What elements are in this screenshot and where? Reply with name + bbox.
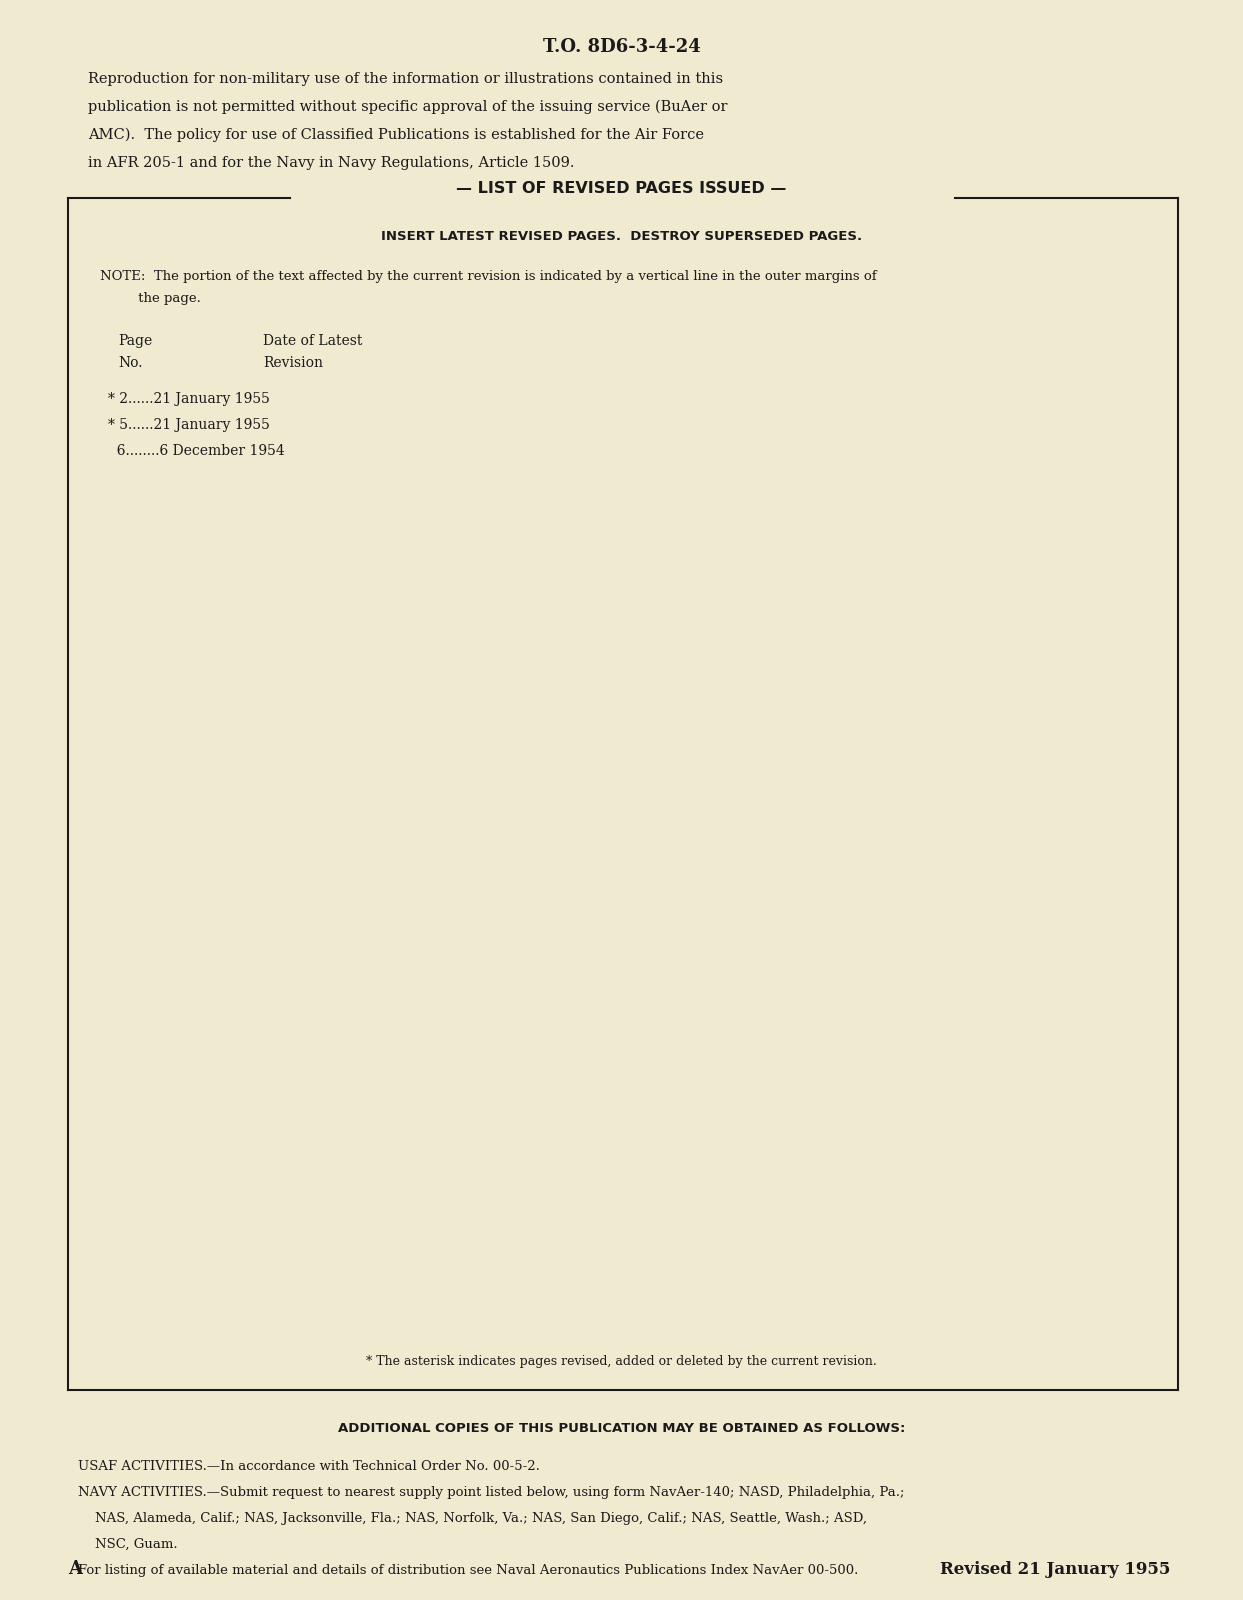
Text: NSC, Guam.: NSC, Guam. [78,1538,178,1550]
Text: publication is not permitted without specific approval of the issuing service (B: publication is not permitted without spe… [88,99,727,114]
Text: * 2......21 January 1955: * 2......21 January 1955 [108,392,270,406]
Text: — LIST OF REVISED PAGES ISSUED —: — LIST OF REVISED PAGES ISSUED — [456,181,787,195]
Text: in AFR 205-1 and for the Navy in Navy Regulations, Article 1509.: in AFR 205-1 and for the Navy in Navy Re… [88,157,574,170]
Text: NAVY ACTIVITIES.—Submit request to nearest supply point listed below, using form: NAVY ACTIVITIES.—Submit request to neare… [78,1486,905,1499]
Text: For listing of available material and details of distribution see Naval Aeronaut: For listing of available material and de… [78,1565,859,1578]
Text: NOTE:  The portion of the text affected by the current revision is indicated by : NOTE: The portion of the text affected b… [99,270,876,283]
Text: Date of Latest: Date of Latest [264,334,363,349]
Text: NAS, Alameda, Calif.; NAS, Jacksonville, Fla.; NAS, Norfolk, Va.; NAS, San Diego: NAS, Alameda, Calif.; NAS, Jacksonville,… [78,1512,868,1525]
Text: 6........6 December 1954: 6........6 December 1954 [108,443,285,458]
Text: * 5......21 January 1955: * 5......21 January 1955 [108,418,270,432]
Text: A: A [68,1560,82,1578]
Text: No.: No. [118,357,143,370]
Text: Revised 21 January 1955: Revised 21 January 1955 [940,1562,1170,1578]
Text: ADDITIONAL COPIES OF THIS PUBLICATION MAY BE OBTAINED AS FOLLOWS:: ADDITIONAL COPIES OF THIS PUBLICATION MA… [338,1422,905,1435]
Text: Reproduction for non-military use of the information or illustrations contained : Reproduction for non-military use of the… [88,72,723,86]
Text: the page.: the page. [99,291,201,306]
Text: INSERT LATEST REVISED PAGES.  DESTROY SUPERSEDED PAGES.: INSERT LATEST REVISED PAGES. DESTROY SUP… [380,230,863,243]
Text: USAF ACTIVITIES.—In accordance with Technical Order No. 00-5-2.: USAF ACTIVITIES.—In accordance with Tech… [78,1459,539,1474]
Text: AMC).  The policy for use of Classified Publications is established for the Air : AMC). The policy for use of Classified P… [88,128,704,142]
Text: T.O. 8D6-3-4-24: T.O. 8D6-3-4-24 [543,38,700,56]
Text: Revision: Revision [264,357,323,370]
Text: Page: Page [118,334,152,349]
Text: * The asterisk indicates pages revised, added or deleted by the current revision: * The asterisk indicates pages revised, … [367,1355,876,1368]
